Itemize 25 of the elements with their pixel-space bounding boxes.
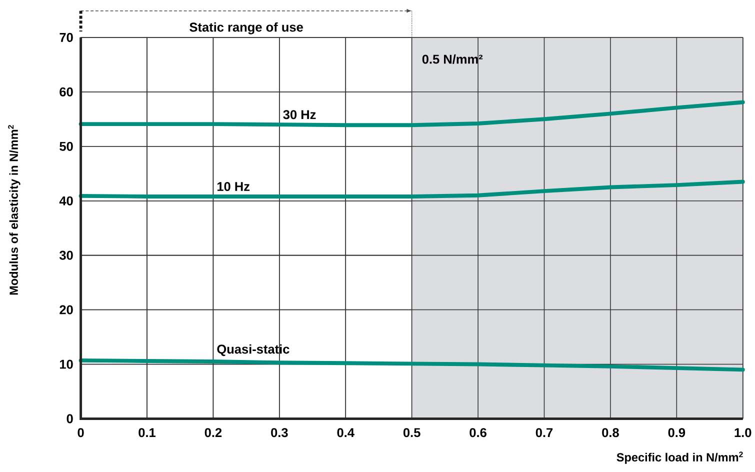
x-tick-label: 1.0 bbox=[734, 428, 752, 438]
x-tick-label: 0.9 bbox=[668, 428, 686, 438]
x-tick-label: 0.5 bbox=[403, 428, 420, 438]
y-tick-label: 40 bbox=[59, 196, 73, 206]
y-tick-label: 10 bbox=[60, 360, 73, 369]
x-tick-label: 0 bbox=[78, 428, 84, 438]
x-tick-label: 0.6 bbox=[470, 428, 486, 438]
series-label: 10 Hz bbox=[217, 182, 250, 192]
y-tick-label: 50 bbox=[60, 142, 73, 151]
x-tick-label: 0.4 bbox=[337, 428, 354, 438]
x-tick-label: 0.7 bbox=[536, 428, 553, 438]
x-tick-label: 0.2 bbox=[204, 428, 222, 438]
x-tick-label: 0.1 bbox=[138, 428, 156, 438]
series-label: 30 Hz bbox=[283, 110, 316, 120]
y-tick-label: 30 bbox=[59, 250, 73, 260]
y-tick-label: 20 bbox=[60, 305, 73, 314]
y-tick-label: 0 bbox=[66, 414, 73, 424]
line-series bbox=[78, 358, 745, 372]
x-tick-label: 0.3 bbox=[271, 428, 288, 438]
y-tick-label: 70 bbox=[60, 32, 73, 42]
y-axis-title: Modulus of elasticity in N/mm$^{2}$ bbox=[8, 125, 20, 295]
x-tick-label: 0.8 bbox=[602, 428, 619, 438]
x-axis-title: Specific load in N/mm$^{2}$ bbox=[616, 452, 743, 464]
text: Static range of use bbox=[190, 22, 303, 34]
y-tick-label: 60 bbox=[60, 87, 73, 96]
